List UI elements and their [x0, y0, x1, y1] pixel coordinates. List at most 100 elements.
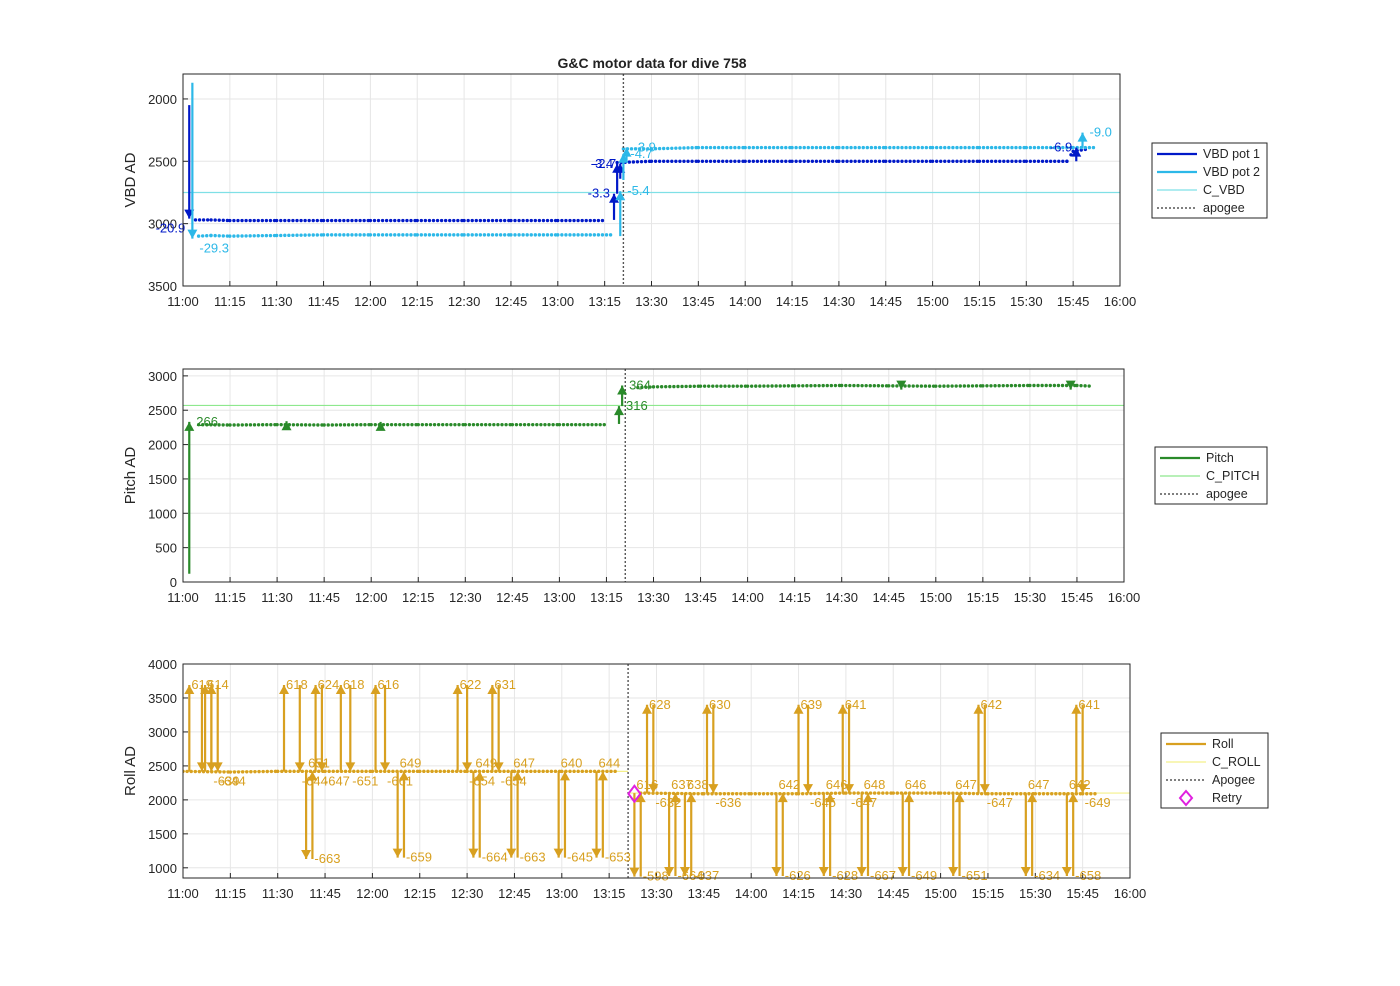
series-point [411, 769, 416, 774]
move-arrowhead [398, 771, 409, 781]
x-tick-label: 12:30 [448, 294, 481, 309]
series-point [342, 218, 346, 223]
series-point [794, 145, 798, 150]
series-point [478, 218, 483, 223]
legend-box [1160, 732, 1269, 809]
series-point [963, 159, 967, 163]
series-point [790, 145, 794, 150]
series-point [609, 769, 613, 774]
series-point [560, 769, 564, 774]
move-out-label: 647 [1028, 777, 1050, 792]
series-point [1036, 159, 1041, 163]
series-point [256, 423, 261, 427]
series-point [938, 791, 943, 795]
series-point [236, 423, 240, 427]
series-point [551, 422, 555, 427]
series-point [1037, 792, 1042, 796]
series-point [479, 422, 484, 427]
series-point [692, 791, 696, 796]
series-point [1053, 159, 1057, 163]
move-back-label: -645 [567, 850, 593, 865]
series-point [432, 422, 437, 427]
series-point [810, 159, 815, 163]
series-point [299, 218, 303, 223]
series-point [817, 383, 821, 388]
series-point [264, 233, 269, 238]
series-point [649, 159, 654, 163]
series-point [602, 422, 606, 427]
series-point [541, 233, 546, 237]
series-point [521, 218, 525, 223]
series-point [450, 769, 455, 774]
move-back-label: -636 [715, 795, 741, 810]
series-point [526, 422, 531, 427]
series-point [911, 384, 915, 388]
series-point [415, 218, 419, 223]
move-arrowhead [948, 866, 959, 876]
series-point [903, 791, 908, 795]
series-point [977, 145, 982, 150]
x-tick-label: 13:30 [635, 294, 668, 309]
series-point [877, 791, 881, 795]
series-point [236, 770, 241, 774]
series-point [743, 159, 747, 163]
move-arrowhead [301, 849, 312, 859]
series-point [330, 423, 335, 427]
series-point [372, 218, 377, 223]
series-point [533, 233, 538, 237]
series-point [1001, 383, 1005, 388]
series-point [920, 159, 924, 163]
series-point [535, 422, 539, 427]
series-point [943, 145, 947, 150]
move-out-label: 614 [207, 677, 229, 692]
move-back-label: -654 [469, 773, 495, 788]
series-point [903, 384, 907, 388]
move-back-label: -651 [962, 868, 988, 883]
series-point [537, 218, 542, 223]
series-point [307, 233, 311, 237]
series-point [248, 234, 252, 238]
move-arrowhead [664, 866, 675, 876]
move-label: 316 [626, 398, 648, 413]
series-point [904, 159, 908, 163]
series-point [355, 423, 359, 427]
series-point [1045, 792, 1050, 796]
series-point [385, 422, 390, 427]
series-point [629, 147, 634, 151]
series-point [749, 792, 753, 796]
series-point [249, 770, 253, 774]
series-point [213, 233, 217, 238]
series-point [678, 159, 682, 163]
series-point [1083, 145, 1088, 150]
move-out-label: 637 [671, 777, 693, 792]
series-point [806, 145, 810, 150]
series-point [275, 422, 279, 427]
series-point [708, 159, 713, 163]
series-point [1033, 792, 1038, 796]
series-point [356, 769, 360, 774]
move-arrowhead [212, 762, 223, 772]
series-point [362, 218, 366, 223]
x-tick-label: 14:30 [830, 886, 863, 901]
series-point [236, 234, 240, 238]
series-point [537, 769, 541, 774]
series-point [280, 769, 284, 774]
y-tick-label: 2500 [148, 154, 177, 169]
series-point [525, 769, 529, 774]
legend: Roll C_ROLL Apogee Retry [1160, 732, 1269, 809]
series-point [830, 145, 835, 150]
series-point [928, 791, 932, 795]
series-point [498, 218, 503, 223]
move-arrowhead [642, 704, 653, 714]
series-point [1065, 145, 1069, 150]
move-arrowhead [954, 793, 965, 803]
series-point [877, 145, 882, 150]
move-arrowhead [591, 848, 602, 858]
series-point [615, 160, 619, 165]
x-tick-label: 12:15 [401, 294, 434, 309]
series-point [712, 159, 717, 163]
series-point [525, 233, 529, 237]
series-point [962, 384, 967, 388]
series-point [998, 792, 1002, 796]
series-point [818, 145, 823, 150]
